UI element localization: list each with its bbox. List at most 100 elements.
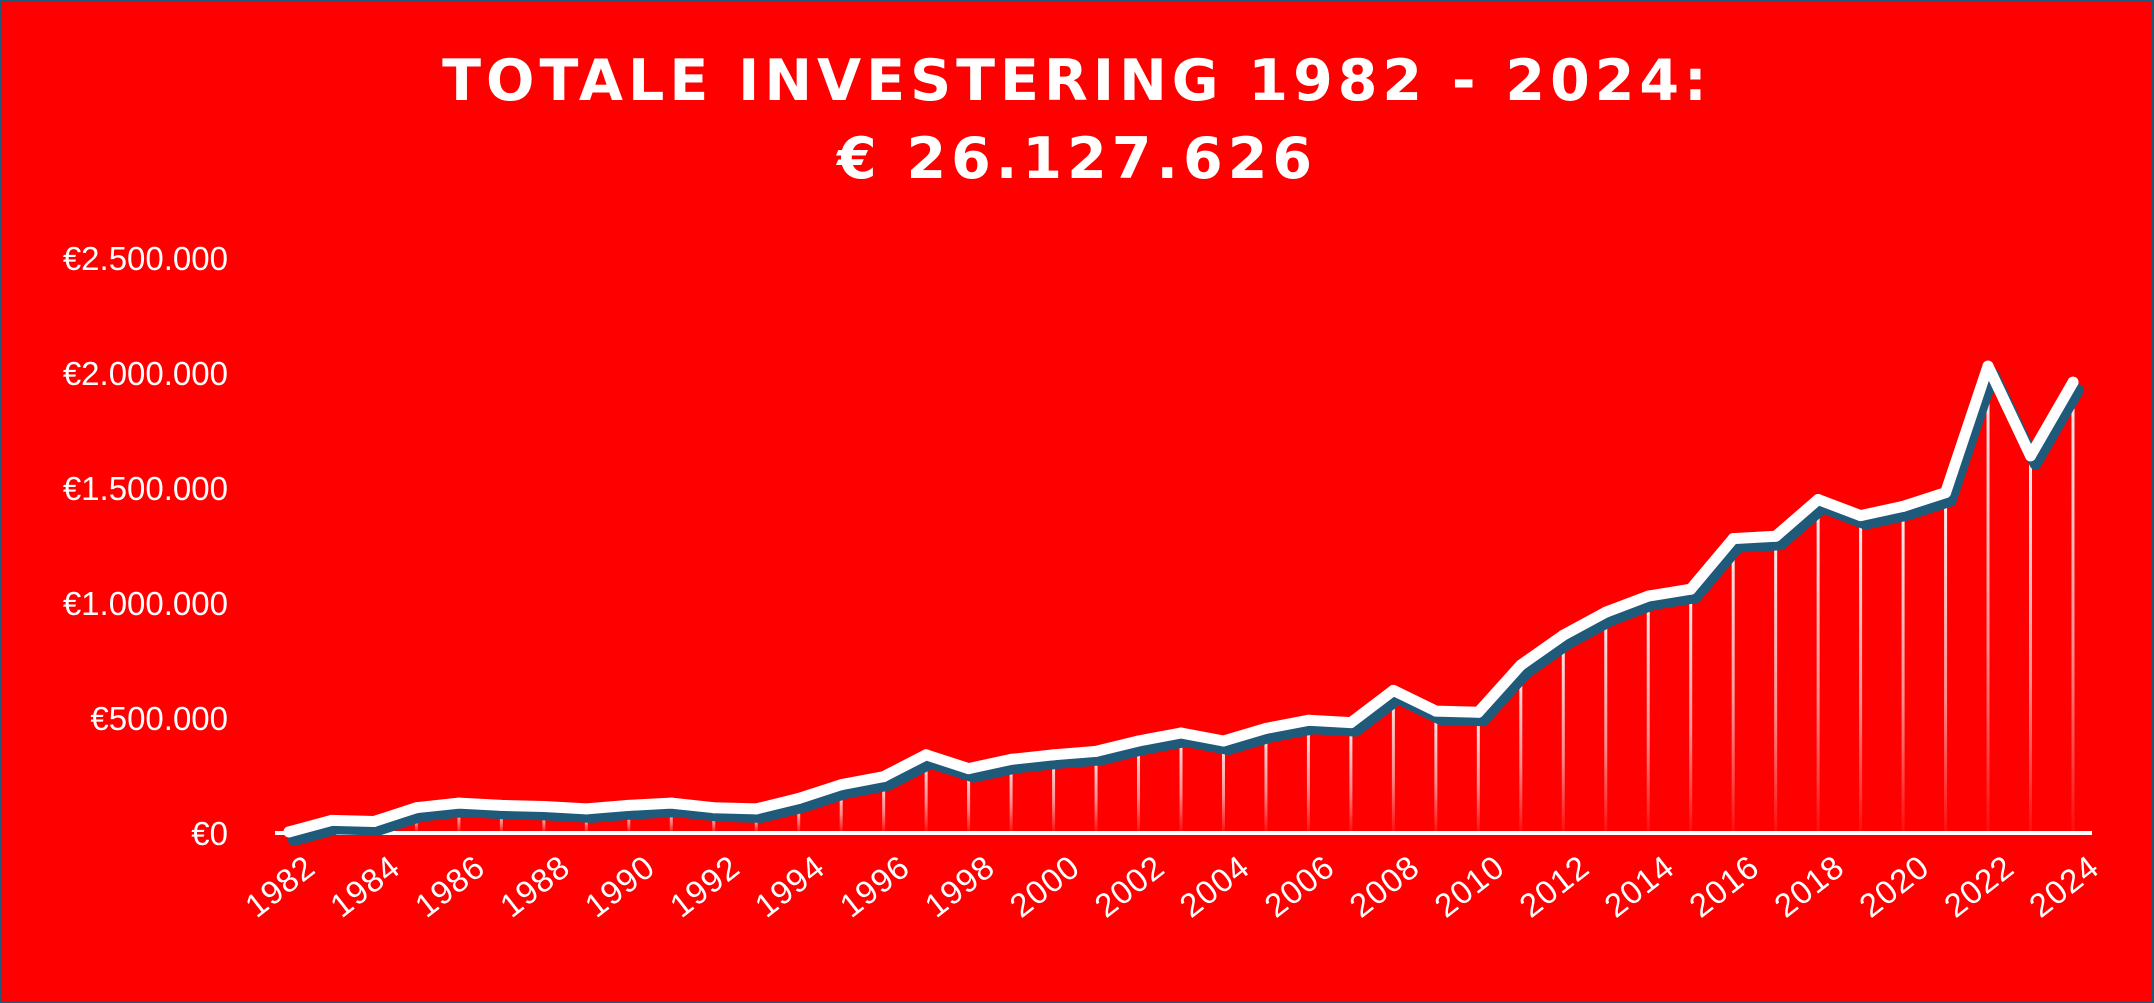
x-tick-label: 2018: [1767, 848, 1851, 925]
x-tick-label: 2014: [1597, 848, 1681, 925]
drop-line: [1774, 536, 1778, 833]
x-tick-label: 2000: [1003, 848, 1087, 925]
drop-line: [2071, 382, 2075, 833]
data-point: [1090, 745, 1102, 757]
data-point: [750, 803, 762, 815]
data-point: [1812, 494, 1824, 505]
drop-line: [1646, 596, 1650, 833]
drop-line: [1604, 612, 1608, 833]
drop-line: [2029, 455, 2033, 833]
data-point: [283, 826, 295, 838]
data-point: [1133, 735, 1145, 747]
drop-line: [1221, 741, 1225, 833]
drop-line: [669, 803, 673, 833]
data-point: [1302, 714, 1314, 726]
data-point: [1600, 606, 1612, 618]
data-point: [1387, 684, 1399, 696]
data-point: [368, 816, 380, 827]
y-tick-label: €0: [191, 815, 228, 852]
data-point: [580, 803, 592, 815]
x-tick-label: 1982: [238, 848, 322, 925]
drop-line: [797, 798, 801, 833]
drop-line: [1264, 728, 1268, 833]
drop-line: [1561, 635, 1565, 833]
data-point: [453, 797, 465, 809]
chart-title-line-1: TOTALE INVESTERING 1982 - 2024:: [442, 48, 1712, 114]
drop-line: [1009, 759, 1013, 833]
data-point: [1897, 500, 1909, 512]
data-point: [920, 749, 932, 761]
data-point: [2067, 376, 2079, 388]
y-tick-label: €1.500.000: [63, 470, 228, 507]
x-tick-label: 2022: [1937, 848, 2021, 925]
x-tick-label: 1990: [578, 848, 662, 925]
drop-line: [882, 776, 886, 833]
y-axis-tick-labels: €0 €500.000 €1.000.000 €1.500.000 €2.000.000…: [63, 240, 228, 852]
x-tick-label: 2016: [1682, 848, 1766, 925]
x-tick-label: 2002: [1088, 848, 1172, 925]
data-point: [1982, 360, 1994, 372]
data-point: [665, 797, 677, 809]
drop-line: [1434, 711, 1438, 833]
data-point: [835, 779, 847, 791]
data-point: [1642, 590, 1654, 602]
y-tick-label: €2.000.000: [63, 355, 228, 392]
drop-line: [1052, 754, 1056, 833]
data-point: [1048, 749, 1060, 761]
x-tick-label: 2020: [1852, 848, 1936, 925]
drop-line: [457, 803, 461, 833]
drop-line: [967, 768, 971, 833]
drop-line: [1689, 589, 1693, 833]
chart-title-line-2: € 26.127.626: [836, 126, 1318, 192]
data-point: [325, 814, 337, 826]
x-tick-label: 2010: [1427, 848, 1511, 925]
data-point: [963, 763, 975, 775]
data-point: [1855, 510, 1867, 522]
drop-line: [1816, 499, 1820, 833]
data-point: [1770, 530, 1782, 542]
data-point: [1175, 727, 1187, 739]
data-point: [1940, 487, 1952, 499]
x-tick-label: 2012: [1512, 848, 1596, 925]
series-line: [283, 360, 2084, 846]
drop-line: [499, 805, 503, 833]
x-tick-label: 1994: [748, 848, 832, 925]
drop-line: [1476, 712, 1480, 833]
data-point: [1260, 722, 1272, 734]
data-point: [1345, 717, 1357, 729]
data-point: [1472, 706, 1484, 718]
x-tick-label: 1988: [493, 848, 577, 925]
x-axis-tick-labels: 1982 1984 1986 1988 1990 1992 1994 1996 1998 2000…: [238, 848, 2106, 925]
data-point: [793, 793, 805, 804]
x-tick-label: 1996: [833, 848, 917, 925]
data-point: [878, 771, 890, 783]
drop-line: [1944, 492, 1948, 833]
data-point: [1430, 705, 1442, 717]
data-point: [623, 799, 635, 811]
drop-line: [1094, 751, 1098, 833]
series-line-shadow: [288, 368, 2084, 846]
drop-line: [1349, 722, 1353, 833]
data-point: [1005, 753, 1017, 765]
drop-line: [1306, 720, 1310, 833]
drop-line: [1137, 741, 1141, 833]
drop-line: [924, 754, 928, 833]
drop-line: [1859, 515, 1863, 833]
drop-line: [1391, 690, 1395, 833]
drop-line: [1731, 538, 1735, 833]
data-point: [1685, 583, 1697, 595]
data-point: [1515, 659, 1527, 671]
drop-line: [1986, 366, 1990, 833]
x-tick-label: 2024: [2022, 848, 2106, 925]
x-tick-label: 2008: [1342, 848, 1426, 925]
y-tick-label: €2.500.000: [63, 240, 228, 277]
x-tick-label: 1984: [323, 848, 407, 925]
x-tick-label: 1998: [918, 848, 1002, 925]
data-point: [708, 802, 720, 814]
chart-title: TOTALE INVESTERING 1982 - 2024: € 26.127…: [0, 42, 2154, 198]
drop-line: [1179, 732, 1183, 833]
x-tick-label: 1986: [408, 848, 492, 925]
data-point: [1557, 629, 1569, 641]
data-points: [283, 360, 2079, 838]
